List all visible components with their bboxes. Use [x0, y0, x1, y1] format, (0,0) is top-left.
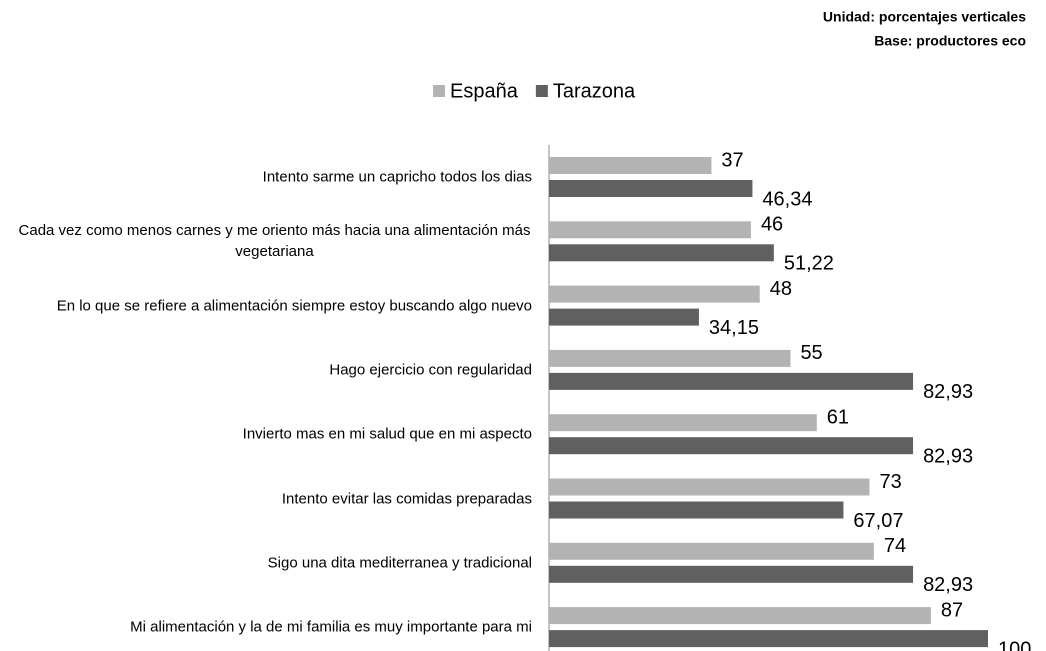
bar: [549, 478, 870, 496]
bar: [549, 180, 753, 197]
data-label: 46,34: [762, 188, 812, 210]
category-text: Hago ejercicio con regularidad: [329, 361, 532, 379]
category-text: Sigo una dita mediterranea y tradicional: [267, 554, 532, 572]
category-label: Intento evitar las comidas preparadas: [0, 488, 532, 509]
data-label: 74: [884, 535, 906, 557]
bar: [549, 244, 774, 262]
category-label: Cada vez como menos carnes y me oriento …: [0, 220, 532, 262]
bar: [549, 607, 931, 625]
bar: [549, 542, 874, 560]
legend-swatch: [535, 85, 548, 97]
data-label: 55: [800, 342, 822, 364]
bar: [549, 308, 699, 326]
data-label: 34,15: [709, 317, 759, 339]
category-text: Mi alimentación y la de mi familia es mu…: [130, 618, 532, 636]
bar: [549, 630, 988, 648]
bar: [549, 414, 817, 432]
category-text: Intento sarme un capricho todos los dias: [262, 168, 532, 186]
category-label: Sigo una dita mediterranea y tradicional: [0, 552, 532, 573]
note: Unidad: porcentajes verticales: [823, 9, 1026, 25]
category-text: Cada vez como menos carnes y me oriento …: [18, 222, 531, 261]
data-label: 48: [770, 278, 792, 300]
category-label: Intento sarme un capricho todos los dias: [0, 167, 532, 188]
bar: [549, 285, 760, 303]
data-label: 67,07: [853, 510, 903, 532]
data-label: 37: [721, 149, 743, 171]
bar: [549, 157, 712, 174]
category-text: Intento evitar las comidas preparadas: [281, 490, 532, 507]
legend-label: Tarazona: [553, 80, 636, 102]
bar: [549, 437, 914, 455]
bar: [549, 565, 914, 583]
data-label: 51,22: [784, 253, 834, 275]
bar: [549, 501, 844, 519]
legend-label: España: [450, 80, 519, 102]
data-label: 82,93: [923, 381, 973, 403]
data-label: 82,93: [923, 445, 973, 467]
category-label: Invierto mas en mi salud que en mi aspec…: [0, 424, 532, 445]
data-label: 87: [941, 599, 963, 621]
data-label: 100: [998, 638, 1031, 651]
bar: [549, 349, 791, 367]
legend-swatch: [433, 85, 445, 97]
category-text: Invierto mas en mi salud que en mi aspec…: [242, 425, 532, 443]
bar: [549, 221, 751, 239]
category-text: En lo que se refiere a alimentación siem…: [56, 297, 532, 315]
data-label: 61: [827, 406, 849, 428]
data-label: 82,93: [923, 574, 973, 596]
data-label: 46: [761, 214, 783, 236]
category-label: Hago ejercicio con regularidad: [0, 359, 532, 380]
data-label: 73: [879, 471, 901, 493]
category-label: En lo que se refiere a alimentación siem…: [0, 295, 532, 316]
category-label: Mi alimentación y la de mi familia es mu…: [0, 617, 532, 638]
bar: [549, 372, 914, 390]
note: Base: productores eco: [874, 33, 1026, 49]
